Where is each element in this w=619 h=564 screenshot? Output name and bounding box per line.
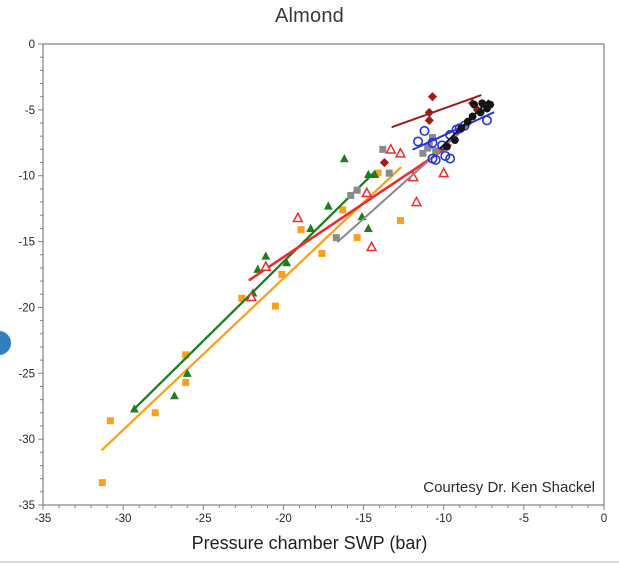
svg-text:-35: -35 bbox=[35, 513, 52, 525]
svg-text:0: 0 bbox=[601, 513, 607, 525]
svg-text:-5: -5 bbox=[25, 105, 35, 117]
credit-text: Courtesy Dr. Ken Shackel bbox=[423, 479, 595, 496]
trendline-blue-open-circle bbox=[412, 111, 495, 151]
series-blue-open-circle bbox=[412, 111, 495, 165]
series-red-open-triangle bbox=[245, 143, 452, 302]
trendline-maroon-diamond bbox=[391, 94, 482, 128]
series-maroon-diamond bbox=[379, 92, 482, 168]
svg-text:-25: -25 bbox=[195, 513, 212, 525]
plot-frame bbox=[42, 43, 605, 506]
svg-text:-5: -5 bbox=[519, 513, 529, 525]
svg-text:-30: -30 bbox=[18, 434, 35, 446]
svg-text:0: 0 bbox=[29, 39, 35, 51]
svg-text:-10: -10 bbox=[435, 513, 452, 525]
axis-ticks bbox=[38, 43, 605, 510]
trendline-gray-square bbox=[336, 124, 469, 243]
series-green-triangle bbox=[129, 153, 380, 413]
series-black-circle bbox=[439, 99, 495, 151]
svg-text:-15: -15 bbox=[18, 237, 35, 249]
svg-text:-25: -25 bbox=[18, 368, 35, 380]
trendline-green-triangle bbox=[133, 170, 376, 410]
svg-text:-30: -30 bbox=[115, 513, 132, 525]
series-orange-square bbox=[98, 166, 404, 487]
svg-text:-35: -35 bbox=[18, 500, 35, 512]
left-edge-bullet-dot bbox=[0, 331, 11, 355]
trendline-red-open-triangle bbox=[248, 144, 452, 282]
x-axis-label: Pressure chamber SWP (bar) bbox=[191, 533, 428, 553]
window-bottom-border bbox=[0, 561, 619, 563]
svg-text:-20: -20 bbox=[275, 513, 292, 525]
svg-text:-20: -20 bbox=[18, 302, 35, 314]
svg-text:-10: -10 bbox=[18, 171, 35, 183]
trendline-black-circle bbox=[439, 99, 490, 150]
svg-text:-15: -15 bbox=[355, 513, 372, 525]
axis-tick-labels: -35 -30 -25 -20 -15 -10 -5 0 0 -5 -10 -15 -20 -25 -30 -… bbox=[18, 39, 607, 525]
chart-title: Almond bbox=[274, 5, 344, 27]
trendline-orange-square bbox=[101, 166, 402, 451]
